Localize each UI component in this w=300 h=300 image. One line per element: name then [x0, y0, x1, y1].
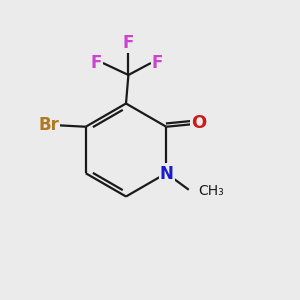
- Text: N: N: [160, 164, 174, 182]
- Text: F: F: [152, 54, 163, 72]
- Text: O: O: [191, 114, 206, 132]
- Text: F: F: [91, 54, 102, 72]
- Text: F: F: [123, 34, 134, 52]
- Text: CH₃: CH₃: [198, 184, 224, 198]
- Text: Br: Br: [38, 116, 59, 134]
